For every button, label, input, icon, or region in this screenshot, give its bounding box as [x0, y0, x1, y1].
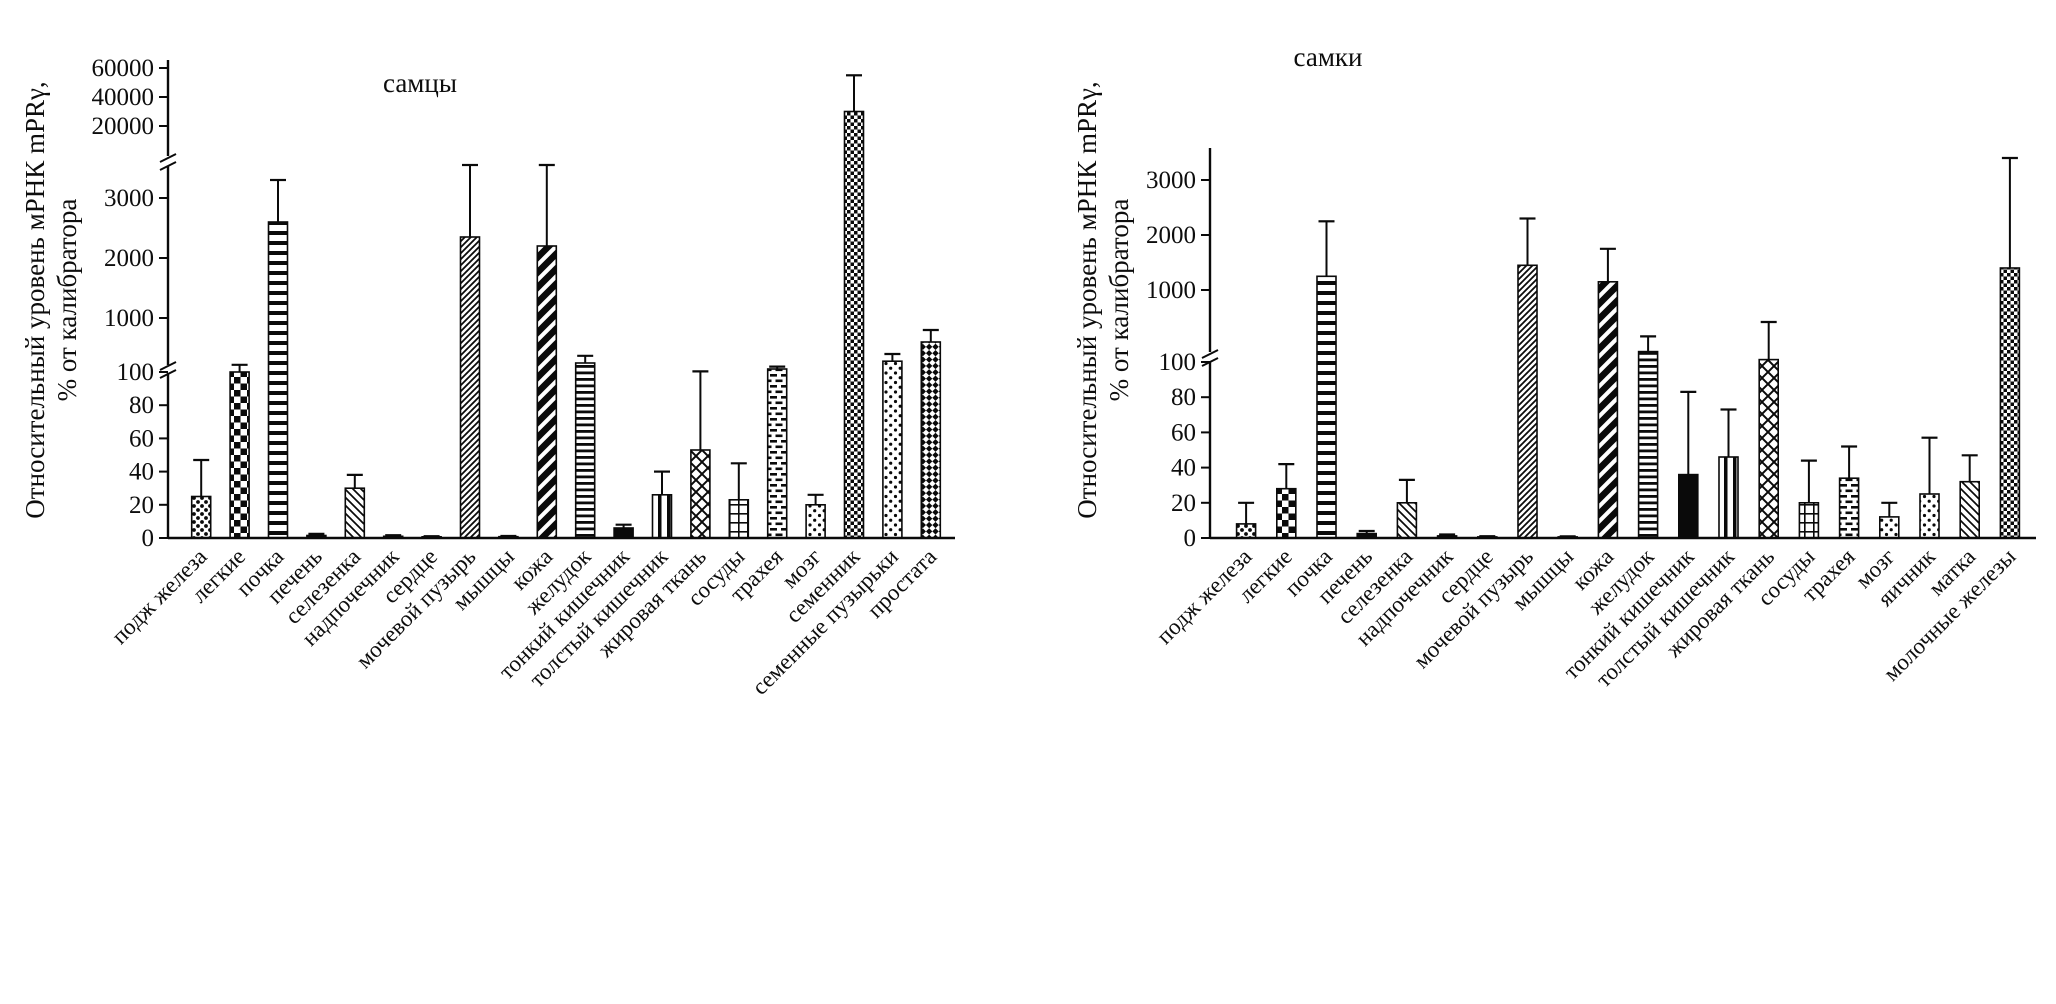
axis-break-mark: [159, 361, 177, 371]
bar: [920, 341, 942, 539]
bar: [805, 503, 826, 539]
y-tick-label: 60: [129, 425, 154, 452]
y-tick-label: 60: [1171, 419, 1196, 446]
bar: [1316, 275, 1337, 539]
y-tick-label: 40: [1171, 455, 1196, 482]
y-tick-label: 40000: [92, 84, 155, 111]
females-chart-title: самки: [1294, 42, 1363, 72]
bar: [1999, 267, 2021, 539]
bar: [536, 245, 558, 539]
females-y-axis-label-line1: Относительный уровень мРНК mPRγ,: [1072, 81, 1102, 518]
bar: [728, 498, 750, 539]
y-tick-label: 1000: [1146, 277, 1196, 304]
bar: [1396, 501, 1418, 539]
axis-break-mark: [1201, 349, 1219, 359]
y-tick-label: 3000: [1146, 167, 1196, 194]
females-plot-area: подж железалегкиепочкапеченьселезенканад…: [1146, 148, 2036, 692]
bar: [1959, 480, 1981, 539]
males-y-axis-label-line2: % от калибратора: [52, 199, 82, 402]
axis-break-mark: [159, 153, 177, 163]
bar: [459, 236, 481, 539]
males-plot-area: подж железалегкиепочкапеченьселезенканад…: [92, 55, 955, 700]
bar: [651, 493, 673, 539]
chart-females: Относительный уровень мРНК mPRγ, % от ка…: [1048, 0, 2056, 1000]
bar: [766, 368, 788, 539]
bar: [1798, 501, 1820, 539]
bar: [1878, 516, 1900, 539]
y-tick-label: 40: [129, 459, 154, 486]
y-tick-label: 0: [142, 525, 155, 552]
males-chart-title: самцы: [383, 68, 457, 98]
bar: [574, 362, 596, 539]
axis-break-mark: [159, 369, 177, 379]
females-chart-svg: Относительный уровень мРНК mPRγ, % от ка…: [1072, 42, 2036, 692]
bar: [1758, 358, 1780, 539]
y-tick-label: 80: [1171, 384, 1196, 411]
bar: [190, 495, 212, 539]
bar: [1517, 264, 1538, 539]
bar: [344, 487, 366, 539]
y-tick-label: 100: [1159, 349, 1197, 376]
y-tick-label: 60000: [92, 55, 155, 82]
axis-break-mark: [159, 161, 177, 171]
y-tick-label: 3000: [104, 185, 154, 212]
y-tick-label: 20: [1171, 490, 1196, 517]
bar: [882, 360, 903, 539]
y-tick-label: 20000: [92, 113, 155, 140]
bar: [1919, 493, 1940, 539]
y-tick-label: 2000: [1146, 222, 1196, 249]
chart-males: Относительный уровень мРНК mPRγ, % от ка…: [0, 0, 1008, 1000]
y-tick-label: 80: [129, 392, 154, 419]
bar: [1838, 477, 1860, 539]
bar: [1637, 350, 1659, 539]
y-tick-label: 20: [129, 492, 154, 519]
females-y-axis-label-line2: % от калибратора: [1104, 199, 1134, 402]
bar: [1718, 456, 1739, 539]
bar: [229, 371, 250, 539]
bar: [1677, 473, 1699, 539]
bar: [1597, 280, 1619, 539]
males-chart-svg: Относительный уровень мРНК mPRγ, % от ка…: [20, 55, 955, 700]
y-tick-label: 100: [117, 359, 155, 386]
bar: [267, 221, 289, 539]
bar: [690, 449, 711, 539]
bar: [1235, 523, 1257, 539]
y-tick-label: 0: [1184, 525, 1197, 552]
y-tick-label: 1000: [104, 305, 154, 332]
bar: [843, 110, 865, 539]
axis-break-mark: [1201, 357, 1219, 367]
bar: [1276, 487, 1297, 539]
males-y-axis-label-line1: Относительный уровень мРНК mPRγ,: [20, 81, 50, 518]
bar: [613, 527, 634, 539]
y-tick-label: 2000: [104, 245, 154, 272]
